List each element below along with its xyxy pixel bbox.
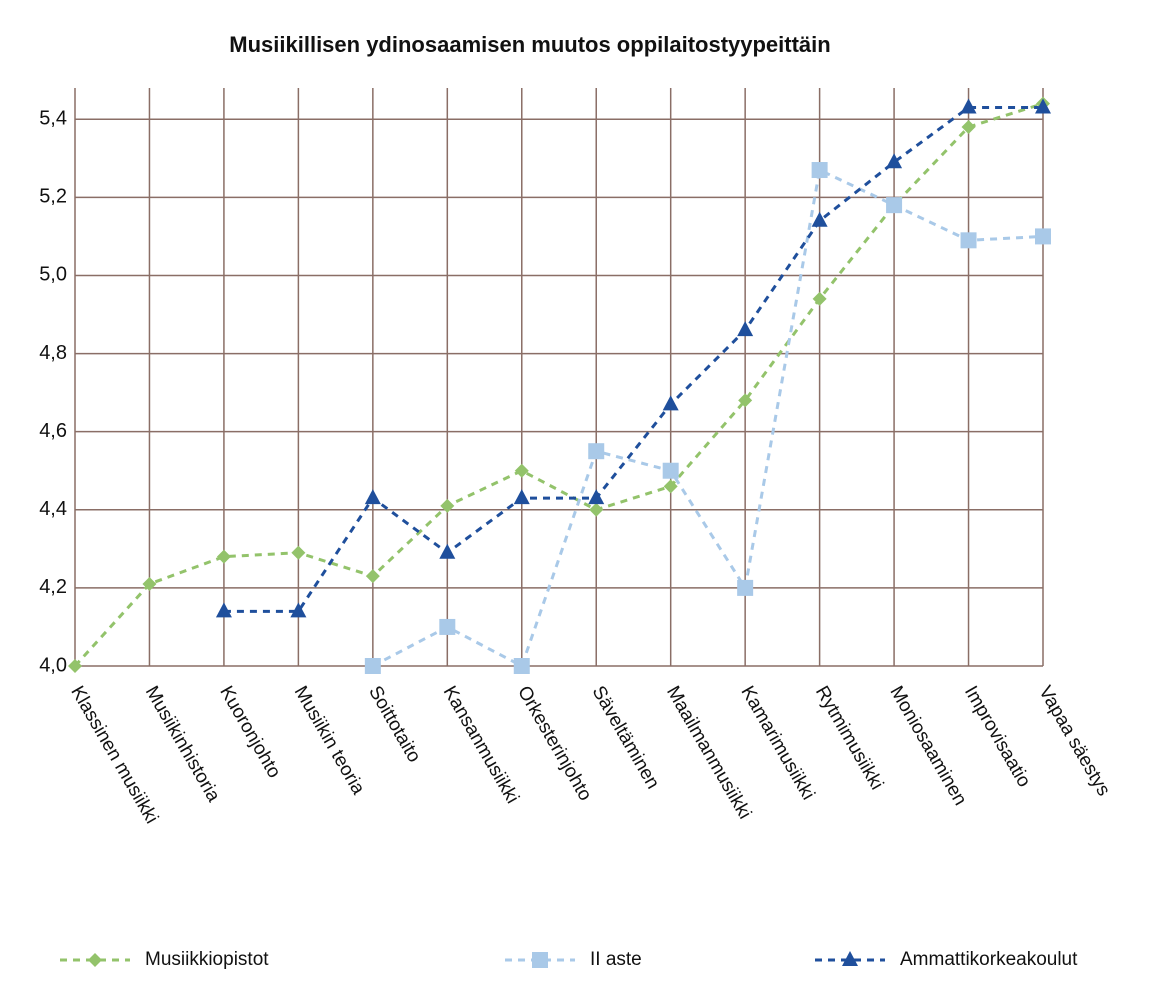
x-tick-label: Musiikin teoria (290, 683, 369, 799)
marker (737, 579, 754, 596)
marker (364, 489, 381, 505)
marker (588, 443, 605, 460)
chart-title: Musiikillisen ydinosaamisen muutos oppil… (229, 32, 830, 57)
marker (142, 576, 157, 591)
marker (960, 232, 977, 249)
x-tick-label: Moniosaaminen (885, 683, 970, 810)
marker (88, 953, 102, 967)
y-tick-label: 5,0 (39, 264, 67, 286)
legend-item: II aste (505, 949, 642, 970)
x-tick-label: Soittotaito (364, 683, 424, 767)
x-tick-label: Musiikinhistoria (141, 683, 224, 806)
marker (842, 951, 858, 966)
y-tick-label: 4,0 (39, 654, 67, 676)
marker (663, 479, 678, 494)
marker (513, 658, 530, 674)
y-tick-label: 4,2 (39, 576, 67, 598)
x-tick-label: Kamarimusiikki (736, 683, 818, 804)
legend-item: Ammattikorkeakoulut (815, 949, 1078, 970)
marker (662, 462, 679, 479)
marker (737, 321, 754, 337)
marker (589, 502, 604, 517)
series-line (372, 167, 1044, 669)
marker (439, 543, 456, 559)
legend-label: Musiikkiopistot (145, 949, 269, 970)
marker (1035, 98, 1051, 114)
series-line (73, 102, 1044, 668)
legend-item: Musiikkiopistot (60, 949, 269, 970)
marker (738, 393, 753, 408)
legend-label: Ammattikorkeakoulut (900, 949, 1078, 970)
marker (514, 463, 529, 478)
marker (532, 952, 548, 968)
marker (588, 489, 605, 505)
marker (812, 291, 827, 306)
x-tick-label: Improvisaatio (960, 683, 1035, 791)
y-tick-label: 4,6 (39, 420, 67, 442)
marker (811, 211, 828, 227)
y-tick-label: 4,8 (39, 342, 67, 364)
marker (513, 489, 530, 505)
y-tick-label: 5,4 (39, 108, 67, 130)
marker (886, 197, 903, 214)
legend-label: II aste (590, 949, 642, 970)
x-tick-label: Rytmimusiikki (811, 683, 887, 794)
marker (290, 602, 307, 618)
marker (811, 162, 828, 179)
x-tick-label: Kansanmusiikki (439, 683, 523, 808)
marker (440, 498, 455, 513)
x-tick-label: Vapaa säestys (1034, 683, 1114, 800)
marker (216, 549, 231, 564)
marker (291, 545, 306, 560)
marker (215, 602, 232, 618)
series-line (223, 106, 1043, 613)
marker (1035, 228, 1051, 245)
x-tick-label: Kuoronjohto (215, 683, 284, 782)
y-tick-label: 4,4 (39, 498, 67, 520)
marker (364, 658, 381, 674)
marker (365, 569, 380, 584)
x-tick-label: Orkesterinjohto (513, 683, 596, 805)
marker (439, 618, 456, 635)
x-tick-label: Maailmanmusiikki (662, 683, 755, 823)
x-tick-label: Säveltäminen (588, 683, 664, 793)
marker (961, 120, 976, 135)
marker (886, 153, 903, 169)
marker (662, 395, 679, 411)
marker (68, 659, 82, 673)
marker (960, 98, 977, 114)
y-tick-label: 5,2 (39, 186, 67, 208)
